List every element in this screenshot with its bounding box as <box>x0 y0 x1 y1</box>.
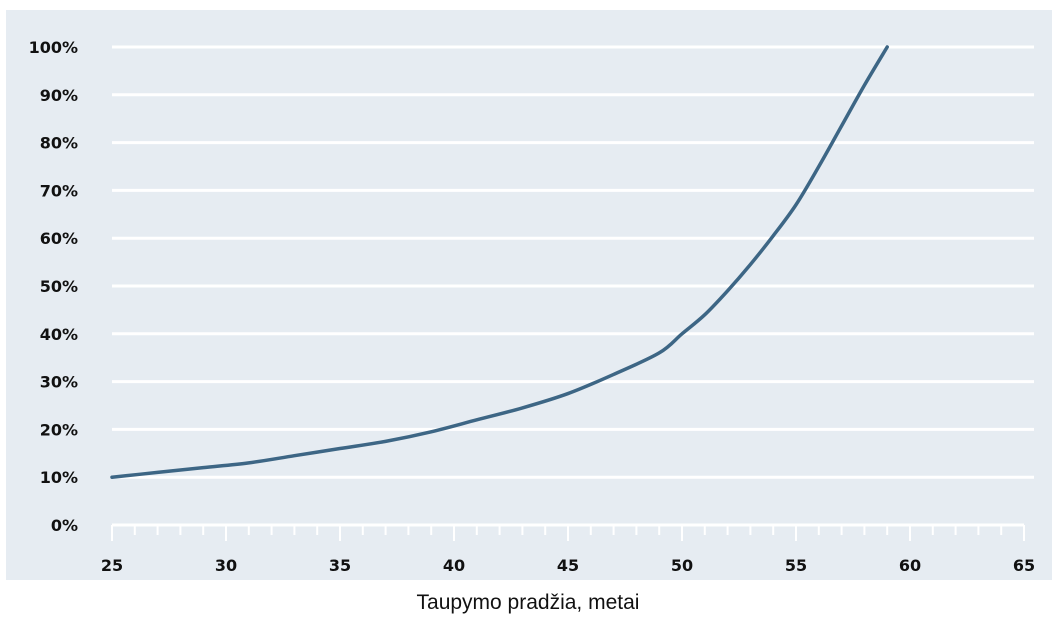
data-point <box>726 289 729 292</box>
data-point <box>680 332 684 335</box>
x-tick-label: 40 <box>443 556 465 575</box>
y-tick-label: 10% <box>40 468 78 487</box>
x-tick-label: 55 <box>785 556 807 575</box>
y-tick-label: 100% <box>29 38 78 57</box>
line-chart: 0% 10% 20% 30% 40% 50% 60% 70% 80% 90% 100% 25 30 35… <box>6 10 1052 580</box>
data-point <box>521 406 524 410</box>
data-point <box>658 351 661 355</box>
data-point <box>749 263 752 266</box>
y-tick-label: 60% <box>40 229 78 248</box>
y-tick-label: 70% <box>40 181 78 200</box>
x-tick-label: 60 <box>899 556 921 575</box>
data-point <box>475 418 478 422</box>
data-point <box>156 471 159 474</box>
chart-panel: 0% 10% 20% 30% 40% 50% 60% 70% 80% 90% 100% 25 30 35… <box>6 10 1052 580</box>
y-tick-label: 0% <box>51 516 78 535</box>
y-tick-label: 40% <box>40 325 78 344</box>
x-tick-label: 50 <box>671 556 693 575</box>
data-point <box>886 45 889 49</box>
y-axis-tick-labels: 0% 10% 20% 30% 40% 50% 60% 70% 80% 90% 100% <box>29 38 78 535</box>
data-point <box>612 373 615 376</box>
data-point <box>863 84 866 87</box>
x-tick-label: 45 <box>557 556 579 575</box>
x-axis <box>111 523 1025 541</box>
data-point <box>293 454 296 457</box>
x-tick-label: 25 <box>101 556 123 575</box>
y-tick-label: 20% <box>40 420 78 439</box>
x-tick-label: 65 <box>1013 556 1035 575</box>
series-layer <box>110 45 889 479</box>
y-tick-label: 30% <box>40 373 78 392</box>
y-tick-label: 80% <box>40 134 78 153</box>
y-tick-label: 50% <box>40 277 78 296</box>
data-point <box>840 124 843 128</box>
data-point <box>817 165 820 168</box>
gridlines <box>112 45 1034 479</box>
x-axis-title: Taupymo pradžia, metai <box>416 591 640 614</box>
data-point <box>772 234 775 238</box>
data-point <box>566 392 570 395</box>
data-point <box>384 440 387 443</box>
data-point <box>430 430 433 433</box>
data-point <box>338 447 342 450</box>
plot-background <box>6 10 1052 580</box>
data-point <box>247 461 250 465</box>
y-tick-label: 90% <box>40 86 78 105</box>
data-point <box>794 203 798 206</box>
x-axis-tick-labels: 25 30 35 40 45 50 55 60 65 <box>101 556 1035 575</box>
data-point <box>110 476 114 479</box>
data-point <box>202 466 205 469</box>
x-tick-label: 30 <box>215 556 237 575</box>
x-tick-label: 35 <box>329 556 351 575</box>
data-point <box>703 313 706 316</box>
